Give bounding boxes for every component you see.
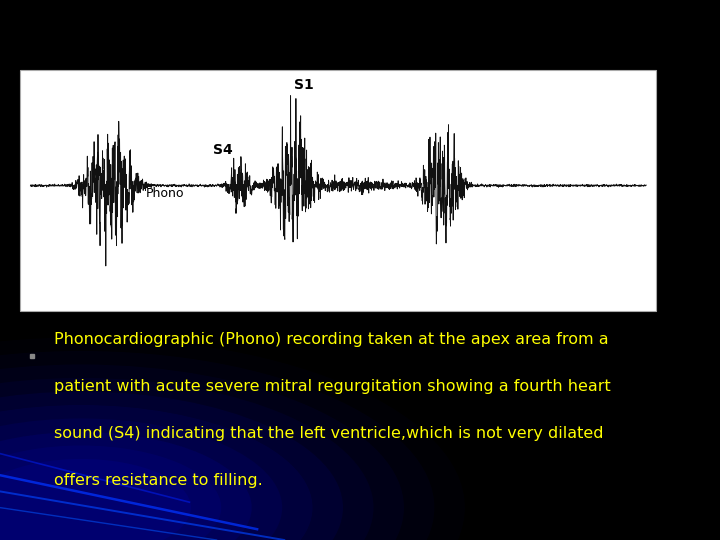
Ellipse shape: [0, 446, 221, 540]
Text: sound (S4) indicating that the left ventricle,which is not very dilated: sound (S4) indicating that the left vent…: [54, 426, 603, 441]
Text: Phono: Phono: [145, 187, 184, 200]
Text: S1: S1: [294, 78, 314, 92]
Ellipse shape: [0, 392, 343, 540]
Ellipse shape: [0, 432, 252, 540]
Ellipse shape: [0, 378, 374, 540]
Text: offers resistance to filling.: offers resistance to filling.: [54, 473, 263, 488]
Ellipse shape: [0, 459, 191, 540]
Ellipse shape: [0, 418, 282, 540]
FancyBboxPatch shape: [20, 70, 657, 310]
Ellipse shape: [0, 405, 312, 540]
Ellipse shape: [0, 364, 404, 540]
Text: S4: S4: [213, 143, 233, 157]
Text: Phonocardiographic (Phono) recording taken at the apex area from a: Phonocardiographic (Phono) recording tak…: [54, 332, 608, 347]
Text: patient with acute severe mitral regurgitation showing a fourth heart: patient with acute severe mitral regurgi…: [54, 379, 611, 394]
